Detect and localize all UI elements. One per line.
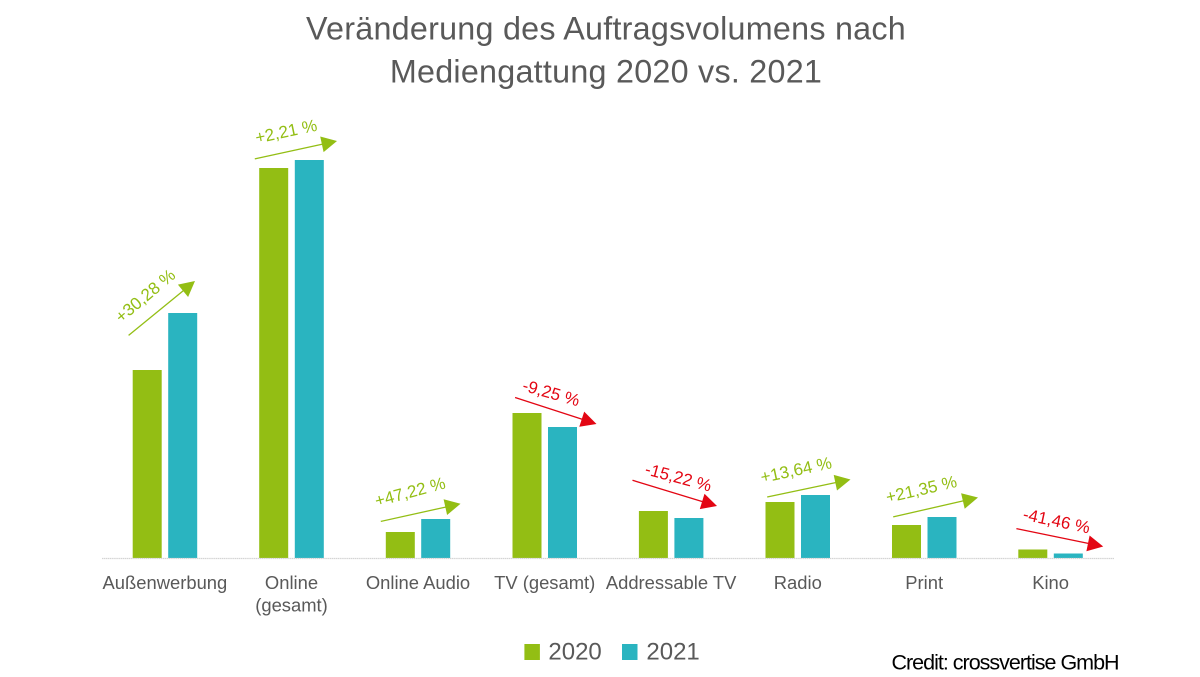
- svg-text:Credit: crossvertise GmbH: Credit: crossvertise GmbH: [892, 650, 1119, 674]
- svg-text:TV (gesamt): TV (gesamt): [494, 572, 595, 593]
- svg-text:Außenwerbung: Außenwerbung: [103, 572, 228, 593]
- svg-text:Kino: Kino: [1032, 572, 1069, 593]
- svg-text:Online: Online: [265, 572, 318, 593]
- svg-text:Veränderung des Auftragsvolume: Veränderung des Auftragsvolumens nach: [306, 11, 906, 47]
- svg-text:Addressable TV: Addressable TV: [606, 572, 737, 593]
- svg-text:Print: Print: [905, 572, 943, 593]
- svg-text:Radio: Radio: [774, 572, 822, 593]
- svg-text:2021: 2021: [646, 638, 699, 665]
- svg-text:Mediengattung 2020 vs. 2021: Mediengattung 2020 vs. 2021: [390, 53, 822, 89]
- svg-text:2020: 2020: [548, 638, 601, 665]
- svg-text:(gesamt): (gesamt): [255, 595, 328, 616]
- svg-text:Online Audio: Online Audio: [366, 572, 470, 593]
